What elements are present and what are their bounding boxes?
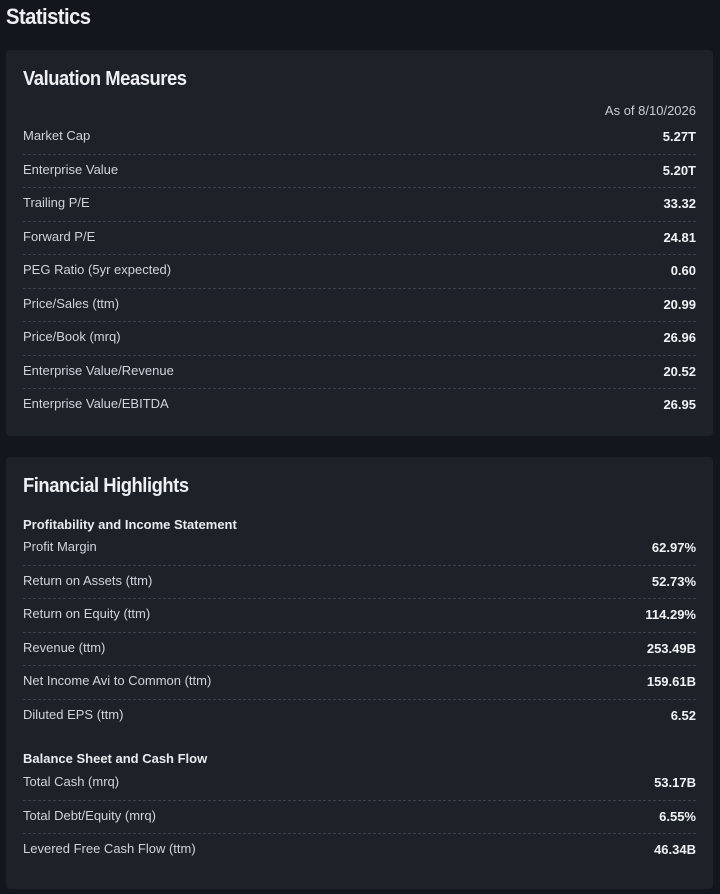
row-label: Price/Book (mrq) [23, 329, 121, 344]
row-value: 5.27T [662, 129, 696, 144]
row-value: 46.34B [654, 842, 696, 857]
row-label: Enterprise Value/EBITDA [23, 396, 169, 411]
row-label: Forward P/E [23, 228, 96, 244]
row-label: Net Income Avi to Common (ttm) [23, 673, 212, 688]
table-row: Total Cash (mrq) 53.17B [23, 767, 696, 801]
table-row: Price/Book (mrq) 26.96 [23, 322, 696, 356]
balance-sheet-heading: Balance Sheet and Cash Flow [23, 751, 208, 766]
row-value: 6.55% [659, 808, 696, 824]
table-row: Return on Equity (ttm) 114.29% [23, 599, 696, 633]
row-label: Total Cash (mrq) [23, 774, 120, 789]
table-row: PEG Ratio (5yr expected) 0.60 [23, 255, 696, 289]
table-row: Market Cap 5.27T [23, 121, 696, 155]
balance-sheet-table: Total Cash (mrq) 53.17B Total Debt/Equity… [23, 767, 696, 868]
table-row: Levered Free Cash Flow (ttm) 46.34B [23, 834, 696, 868]
table-row: Revenue (ttm) 253.49B [23, 633, 696, 666]
row-label: Return on Equity (ttm) [23, 606, 151, 621]
row-value: 53.17B [654, 775, 696, 790]
row-label: Revenue (ttm) [23, 639, 106, 655]
row-value: 0.60 [670, 263, 696, 278]
table-row: Return on Assets (ttm) 52.73% [23, 566, 696, 599]
table-row: Enterprise Value/EBITDA 26.95 [23, 389, 696, 423]
page-title: Statistics [6, 4, 91, 29]
valuation-table: Market Cap 5.27T Enterprise Value 5.20T Tr… [23, 121, 696, 423]
row-value: 24.81 [663, 229, 696, 245]
row-value: 6.52 [670, 707, 696, 723]
table-row: Enterprise Value/Revenue 20.52 [23, 356, 696, 389]
row-label: Return on Assets (ttm) [23, 572, 153, 588]
row-label: Enterprise Value/Revenue [23, 362, 174, 378]
valuation-measures-card: Valuation Measures As of 8/10/2026 Marke… [6, 50, 713, 436]
row-label: PEG Ratio (5yr expected) [23, 262, 172, 277]
row-label: Enterprise Value [23, 161, 119, 177]
row-value: 26.95 [663, 397, 696, 412]
row-value: 159.61B [646, 674, 696, 689]
financial-highlights-title: Financial Highlights [23, 475, 189, 497]
table-row: Price/Sales (ttm) 20.99 [23, 289, 696, 322]
table-row: Total Debt/Equity (mrq) 6.55% [23, 801, 696, 834]
table-row: Enterprise Value 5.20T [23, 155, 696, 188]
table-row: Net Income Avi to Common (ttm) 159.61B [23, 666, 696, 700]
row-label: Market Cap [23, 128, 91, 143]
row-value: 20.99 [663, 296, 696, 312]
row-label: Diluted EPS (ttm) [23, 706, 124, 722]
row-value: 52.73% [651, 573, 696, 589]
table-row: Trailing P/E 33.32 [23, 188, 696, 222]
row-label: Profit Margin [23, 539, 97, 554]
row-value: 20.52 [663, 363, 696, 379]
table-row: Forward P/E 24.81 [23, 222, 696, 255]
financial-highlights-card: Financial Highlights Profitability and I… [6, 457, 713, 889]
row-value: 33.32 [663, 196, 696, 211]
row-label: Total Debt/Equity (mrq) [23, 807, 156, 823]
row-label: Price/Sales (ttm) [23, 295, 120, 311]
table-row: Profit Margin 62.97% [23, 532, 696, 566]
row-label: Trailing P/E [23, 195, 90, 210]
row-value: 5.20T [662, 162, 696, 178]
table-row: Diluted EPS (ttm) 6.52 [23, 700, 696, 734]
as-of-date: As of 8/10/2026 [604, 103, 696, 118]
row-value: 114.29% [645, 607, 696, 622]
profitability-heading: Profitability and Income Statement [23, 517, 237, 532]
valuation-measures-title: Valuation Measures [23, 68, 187, 90]
row-label: Levered Free Cash Flow (ttm) [23, 841, 196, 856]
row-value: 253.49B [646, 640, 696, 656]
profitability-table: Profit Margin 62.97% Return on Assets (tt… [23, 532, 696, 733]
row-value: 62.97% [651, 540, 696, 555]
row-value: 26.96 [663, 330, 696, 345]
